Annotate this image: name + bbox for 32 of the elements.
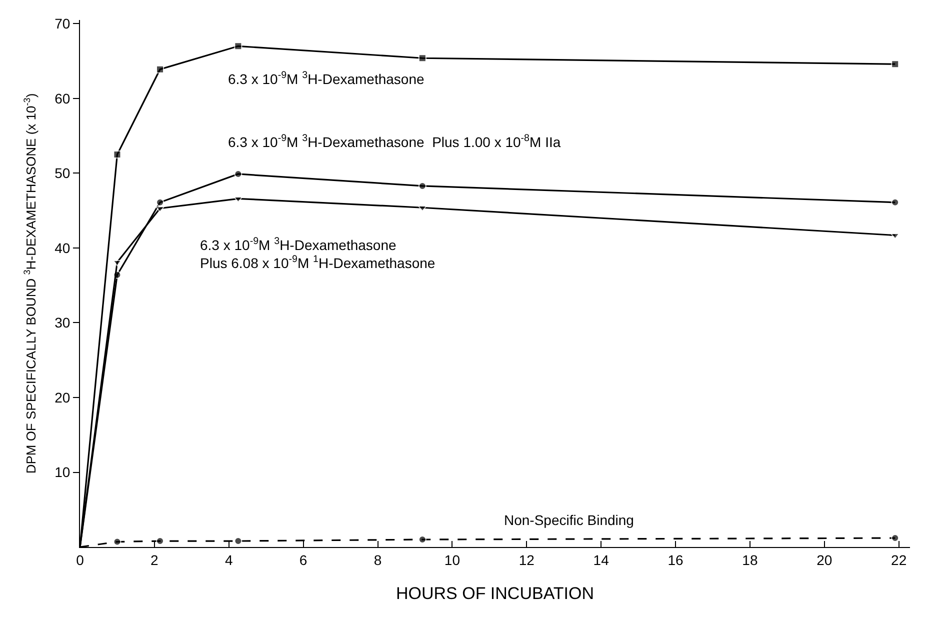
point — [156, 65, 164, 74]
x-tick-label: 14 — [593, 552, 610, 568]
y-tick-label: 70 — [54, 16, 70, 32]
y-tick-label: 50 — [54, 165, 70, 182]
y-tick-label: 60 — [54, 90, 70, 106]
x-tick-label: 2 — [150, 552, 159, 568]
x-tick-label: 8 — [374, 552, 382, 568]
point — [113, 150, 122, 159]
x-tick-label: 16 — [668, 552, 684, 568]
y-tick-label: 20 — [54, 389, 70, 406]
text: 6.3 x 10$^{-9}$M $^{3}$H-Dexamethasone Plus 6.08 x 10$^{-9}$M $^{1}$H-Dexamethasone — [200, 236, 436, 272]
x-tick-label: 12 — [518, 552, 535, 568]
x-tick-label: 10 — [444, 552, 460, 568]
series-label: 6.3 x 10$^{-9}$M $^{3}$H-Dexamethasone — [228, 70, 424, 87]
point — [156, 198, 164, 206]
y-tick-label: 40 — [54, 240, 70, 256]
x-tick-label: 0 — [76, 552, 84, 568]
x-tick-label: 22 — [891, 552, 907, 568]
point — [891, 60, 900, 68]
point — [891, 198, 900, 206]
x-tick-label: 6 — [299, 552, 308, 568]
x-axis-title: HOURS OF INCUBATION — [396, 584, 594, 604]
x-tick-label: 18 — [742, 552, 758, 568]
y-tick-label: 10 — [54, 464, 70, 480]
x-tick-label: 20 — [816, 552, 832, 568]
y-tick-label: 30 — [54, 314, 70, 331]
point — [234, 42, 242, 50]
series-label: Non-Specific Binding — [504, 512, 634, 528]
point — [113, 538, 122, 546]
x-tick-label: 4 — [224, 552, 233, 568]
point — [418, 54, 426, 62]
series-label: 6.3 x 10$^{-9}$M $^{3}$H-Dexamethasone Plus 1.00 x 10$^{-8}$M IIa — [228, 133, 561, 150]
